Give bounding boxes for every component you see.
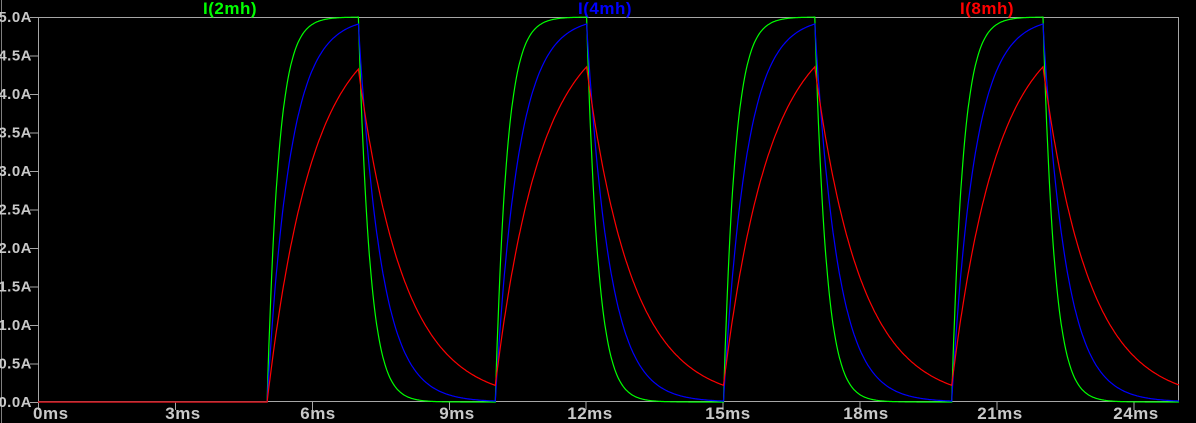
plot-border: [38, 17, 1179, 402]
y-tick-label: 5.0A: [0, 9, 32, 26]
trace-i8mh[interactable]: [38, 65, 1180, 403]
y-tick-label: 1.5A: [0, 279, 32, 296]
x-tick-label: 21ms: [977, 404, 1022, 423]
x-tick-label: 9ms: [439, 404, 475, 423]
y-tick-label: 1.0A: [0, 317, 32, 334]
trace-label-i2mh[interactable]: I(2mh): [203, 0, 257, 18]
y-tick-label: 2.5A: [0, 202, 32, 219]
x-tick-label: 3ms: [165, 404, 201, 423]
x-tick-label: 12ms: [567, 404, 612, 423]
y-tick-label: 3.5A: [0, 125, 32, 142]
x-tick-label: 6ms: [300, 404, 336, 423]
y-tick-label: 4.0A: [0, 86, 32, 103]
tick-marks: [30, 17, 1135, 410]
trace-label-i8mh[interactable]: I(8mh): [960, 0, 1014, 18]
x-tick-label: 18ms: [843, 404, 888, 423]
x-tick-label: 15ms: [705, 404, 750, 423]
y-axis: 5.0A 4.5A 4.0A 3.5A 3.0A 2.5A 2.0A 1.5A …: [0, 9, 32, 411]
x-axis: 0ms 3ms 6ms 9ms 12ms 15ms 18ms 21ms 24ms: [33, 404, 1158, 423]
trace-label-i4mh[interactable]: I(4mh): [578, 0, 632, 18]
x-tick-label: 24ms: [1113, 404, 1158, 423]
y-tick-label: 3.0A: [0, 163, 32, 180]
y-tick-label: 4.5A: [0, 48, 32, 65]
y-tick-label: 0.0A: [0, 394, 32, 411]
x-tick-label: 0ms: [33, 404, 69, 423]
y-tick-label: 0.5A: [0, 356, 32, 373]
y-tick-label: 2.0A: [0, 240, 32, 257]
trace-i2mh[interactable]: [38, 16, 1179, 403]
trace-labels: I(2mh) I(4mh) I(8mh): [203, 0, 1014, 18]
